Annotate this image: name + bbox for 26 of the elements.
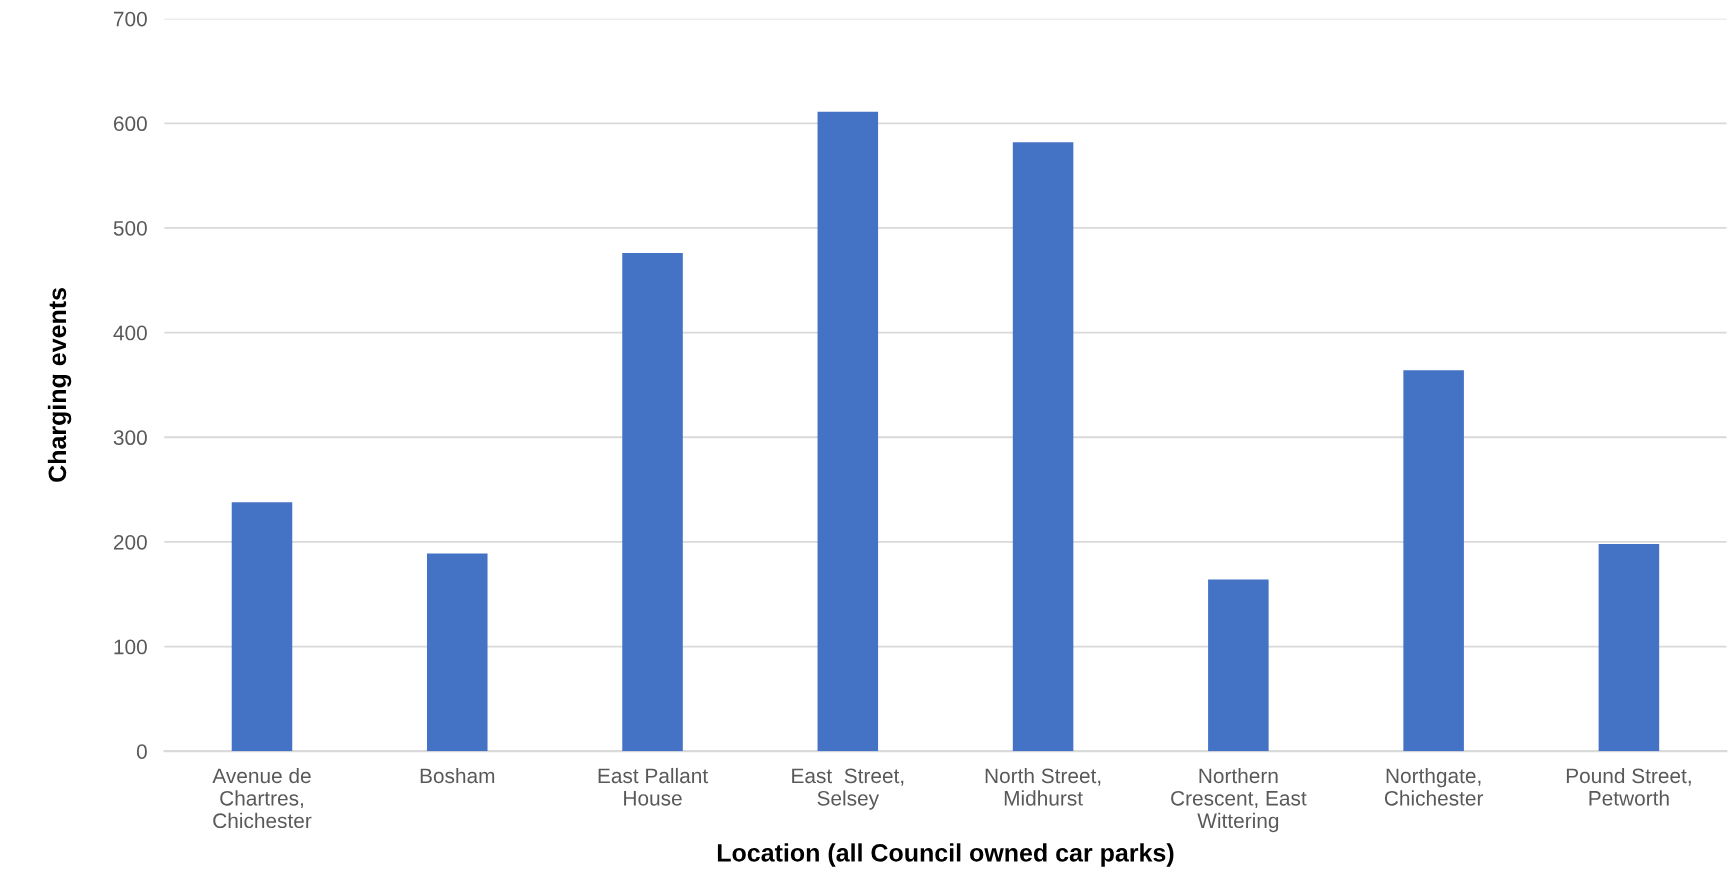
x-axis-title: Location (all Council owned car parks) [717,843,1174,867]
bar [1403,370,1464,752]
y-tick-label: 0 [136,744,147,759]
x-tick-label: Northern Crescent, East Wittering [1171,767,1307,833]
y-tick-label: 700 [114,11,147,27]
x-tick-label: Northgate, Chichester [1384,767,1484,806]
x-tick-label: Bosham [420,767,495,784]
bar [426,553,488,752]
bar [1012,142,1074,752]
x-tick-label: Pound Street, Petworth [1566,767,1691,806]
y-tick-label: 100 [114,639,147,655]
x-tick-label: Avenue de Chartres, Chichester [212,767,312,829]
x-tick-label: East Street, Selsey [792,768,904,810]
x-tick-label: North Street, Midhurst [985,767,1101,806]
y-tick-label: 500 [113,220,147,236]
y-tick-label: 300 [113,430,147,446]
bar [1598,544,1660,752]
y-tick-label: 600 [113,116,147,132]
y-tick-label: 400 [113,325,147,341]
bar [622,253,683,752]
y-axis-title: Charging events [47,288,72,482]
bar [231,502,293,752]
bar [817,111,879,752]
x-tick-label: East Pallant House [598,767,708,806]
bar [1208,579,1269,752]
y-tick-label: 200 [113,534,147,550]
